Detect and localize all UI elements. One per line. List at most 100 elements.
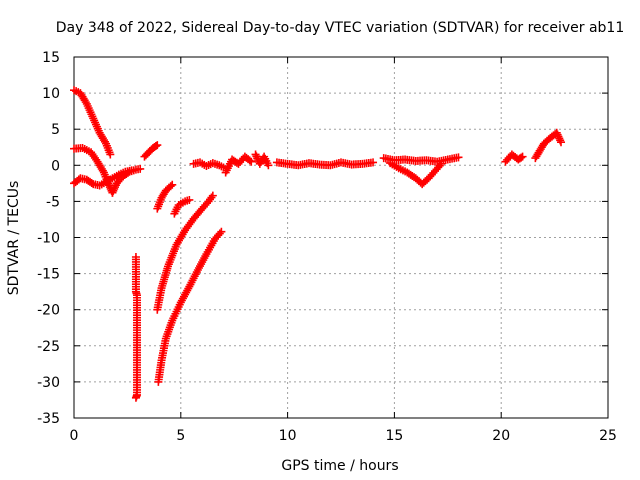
data-point-fill — [201, 201, 210, 210]
data-point-fill — [141, 151, 150, 160]
series-cluster-22 — [531, 128, 566, 163]
data-point-fill — [543, 136, 552, 145]
data-point-fill — [504, 154, 513, 163]
data-point-fill — [157, 286, 166, 295]
y-tick-label: -20 — [37, 303, 60, 319]
data-point-fill — [157, 358, 166, 367]
data-point-fill — [213, 160, 222, 169]
data-point-fill — [105, 148, 114, 157]
x-axis-label: GPS time / hours — [281, 458, 398, 474]
series-cluster-6 — [189, 158, 228, 172]
series-cluster-8.8 — [251, 150, 273, 170]
y-tick-label: -5 — [46, 194, 60, 210]
data-point-fill — [132, 392, 141, 401]
series-cluster-7.5 — [221, 152, 256, 177]
y-axis-label: SDTVAR / TECUs — [6, 181, 22, 296]
data-point-fill — [214, 231, 223, 240]
y-axis: -35 -30 -25 -20 -15 -10 -5 0 5 10 15 — [37, 50, 608, 427]
data-point-fill — [244, 155, 253, 164]
data-point-fill — [106, 175, 115, 184]
series-arc-start-2 — [70, 143, 117, 197]
data-point-fill — [163, 264, 172, 273]
data-point-fill — [151, 142, 160, 151]
data-point-fill — [533, 150, 542, 159]
data-point-fill — [263, 159, 272, 168]
data-point-fill — [161, 336, 170, 345]
data-point-fill — [159, 190, 168, 199]
data-point-fill — [123, 168, 132, 177]
x-axis: 0 5 10 15 20 25 — [70, 57, 617, 444]
data-point-fill — [115, 175, 124, 184]
chart-title: Day 348 of 2022, Sidereal Day-to-day VTE… — [56, 20, 625, 36]
data-point-fill — [217, 162, 226, 171]
y-tick-label: -25 — [37, 339, 60, 355]
series-cluster-20.5 — [501, 150, 527, 166]
y-tick-label: 15 — [42, 50, 60, 66]
data-points — [70, 86, 566, 402]
x-tick-label: 0 — [70, 428, 79, 444]
data-point-fill — [452, 153, 461, 162]
data-point-fill — [392, 162, 401, 171]
series-arc-start-neg — [70, 166, 136, 190]
data-point-fill — [556, 136, 565, 145]
series-arc-rise-2 — [108, 164, 145, 197]
data-point-fill — [73, 176, 82, 185]
series-isolated-3 — [131, 252, 142, 402]
series-arc-decline-high — [70, 86, 115, 159]
data-point-fill — [195, 207, 204, 216]
data-point-fill — [237, 156, 246, 165]
data-point-fill — [166, 182, 175, 191]
data-point-fill — [515, 154, 524, 163]
y-tick-label: -35 — [37, 411, 60, 427]
y-tick-label: -10 — [37, 231, 60, 247]
data-point-fill — [421, 177, 430, 186]
data-point-fill — [435, 161, 444, 170]
data-point-fill — [441, 155, 450, 164]
data-point-fill — [178, 198, 187, 207]
data-point-fill — [427, 170, 436, 179]
data-point-fill — [86, 177, 95, 186]
y-tick-label: -30 — [37, 375, 60, 391]
series-short-3.5 — [140, 141, 162, 161]
data-point-fill — [99, 136, 108, 145]
data-point-fill — [167, 318, 176, 327]
data-point-fill — [175, 300, 184, 309]
data-point-fill — [97, 164, 106, 173]
data-point-fill — [171, 242, 180, 251]
y-tick-label: 0 — [51, 158, 60, 174]
data-point-fill — [201, 252, 210, 261]
series-dip-16 — [386, 159, 446, 189]
data-point-fill — [80, 175, 89, 184]
series-band-14.5-18 — [379, 153, 463, 166]
series-arc-4b — [170, 195, 194, 218]
data-point-fill — [408, 171, 417, 180]
data-point-fill — [434, 163, 443, 172]
data-point-fill — [99, 179, 108, 188]
data-point-fill — [122, 169, 131, 178]
series-arc-steep-lower — [154, 227, 226, 386]
data-point-fill — [88, 112, 97, 121]
series-arc-steep-upper — [153, 191, 217, 314]
data-point-fill — [366, 158, 375, 167]
x-tick-label: 15 — [385, 428, 403, 444]
data-point-fill — [245, 156, 254, 165]
data-point-fill — [207, 193, 216, 202]
data-point-fill — [134, 165, 143, 174]
data-point-fill — [537, 143, 546, 152]
grid — [74, 57, 608, 418]
data-point-fill — [183, 196, 192, 205]
x-tick-label: 10 — [279, 428, 297, 444]
y-tick-label: -15 — [37, 267, 60, 283]
data-point-fill — [215, 229, 224, 238]
data-point-fill — [517, 153, 526, 162]
x-tick-label: 20 — [492, 428, 510, 444]
series-arc-4a — [153, 180, 177, 213]
data-point-fill — [146, 146, 155, 155]
data-point-fill — [129, 166, 138, 175]
data-point-fill — [76, 144, 85, 153]
data-point-fill — [150, 143, 159, 152]
data-point-fill — [87, 178, 96, 187]
series-band-10-14 — [272, 158, 378, 170]
y-tick-label: 10 — [42, 86, 60, 102]
